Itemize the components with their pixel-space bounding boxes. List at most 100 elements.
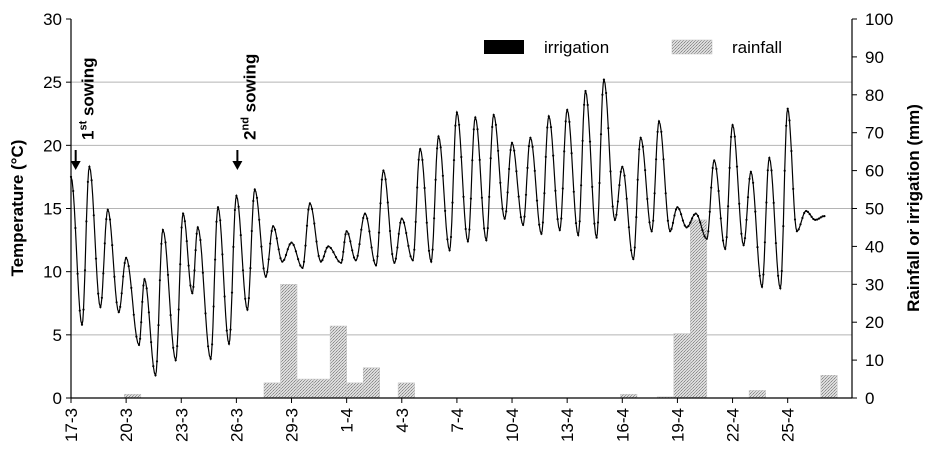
- temperature-point: [549, 126, 553, 129]
- temperature-point: [678, 208, 681, 211]
- temperature-point: [337, 260, 340, 263]
- temperature-point: [730, 135, 733, 138]
- temperature-point: [405, 231, 408, 235]
- temperature-point: [358, 243, 361, 246]
- temperature-point: [731, 124, 734, 127]
- temperature-point: [384, 178, 387, 181]
- temperature-point: [100, 296, 103, 299]
- temperature-point: [552, 154, 555, 157]
- temperature-point: [623, 174, 626, 177]
- temperature-point: [164, 241, 167, 244]
- temperature-point: [102, 272, 105, 275]
- temperature-point: [264, 275, 267, 278]
- rainfall-bar: [313, 378, 331, 399]
- temperature-point: [691, 217, 694, 220]
- temperature-point: [360, 228, 363, 231]
- rainfall-bar: [820, 375, 838, 399]
- temperature-point: [494, 123, 497, 126]
- temperature-point: [656, 130, 659, 133]
- temperature-point: [681, 219, 685, 222]
- x-tick-label: 4-3: [393, 408, 412, 433]
- temperature-point: [588, 140, 592, 143]
- temperature-point: [499, 181, 502, 184]
- temperature-point: [607, 127, 610, 130]
- temperature-point: [638, 148, 641, 151]
- temperature-point: [805, 209, 808, 213]
- temperature-point: [199, 238, 202, 242]
- temperature-point: [252, 199, 255, 203]
- temperature-point: [160, 242, 163, 245]
- temperature-point: [214, 258, 217, 261]
- right-tick-label: 80: [865, 86, 884, 105]
- temperature-point: [639, 136, 642, 139]
- temperature-point: [344, 233, 347, 236]
- temperature-point: [286, 248, 289, 251]
- left-tick-label: 20: [43, 136, 62, 155]
- rainfall-bar: [748, 390, 766, 399]
- sowing-annotations: 1st sowing 2nd sowing: [70, 54, 259, 170]
- right-tick-label: 0: [865, 389, 874, 408]
- temperature-point: [598, 181, 601, 185]
- temperature-point: [810, 215, 813, 218]
- temperature-point: [341, 258, 344, 261]
- sowing-annotation: 2nd sowing: [232, 54, 259, 170]
- temperature-point: [193, 269, 196, 272]
- temperature-point: [780, 269, 783, 273]
- temperature-point: [191, 292, 194, 295]
- right-tick-label: 10: [865, 351, 884, 370]
- temperature-point: [204, 312, 207, 315]
- temperature-point: [692, 213, 696, 216]
- temperature-point: [581, 139, 584, 142]
- temperature-point: [630, 249, 633, 252]
- temperature-point: [509, 148, 512, 152]
- temperature-point: [142, 284, 145, 287]
- temperature-point: [376, 255, 379, 258]
- left-tick-label: 5: [53, 326, 62, 345]
- temperature-point: [393, 261, 396, 264]
- temperature-point: [182, 212, 185, 215]
- temperature-point: [777, 274, 780, 277]
- temperature-point: [653, 192, 656, 195]
- temperature-point: [497, 149, 500, 152]
- temperature-point: [288, 243, 291, 246]
- x-tick-label: 17-3: [62, 408, 81, 442]
- temperature-point: [444, 209, 447, 212]
- temperature-point: [294, 250, 297, 253]
- temperature-point: [225, 329, 228, 332]
- right-tick-label: 60: [865, 162, 884, 181]
- temperature-point: [768, 156, 771, 160]
- temperature-point: [80, 323, 84, 326]
- temperature-point: [301, 266, 304, 269]
- temperature-point: [192, 285, 195, 288]
- temperature-point: [187, 264, 190, 267]
- temperature-point: [689, 221, 692, 224]
- temperature-point: [749, 170, 753, 173]
- temperature-point: [249, 267, 252, 270]
- temperature-point: [290, 241, 293, 244]
- temperature-point: [519, 216, 523, 219]
- temperature-point: [670, 227, 673, 230]
- temperature-point: [823, 215, 826, 218]
- temperature-point: [297, 258, 300, 261]
- temperature-point: [819, 216, 822, 219]
- legend: irrigation rainfall: [484, 38, 782, 57]
- temperature-point: [662, 158, 665, 161]
- temperature-point: [441, 174, 444, 177]
- temperature-point: [605, 91, 608, 95]
- temperature-point: [546, 126, 549, 129]
- temperature-point: [788, 119, 791, 122]
- temperature-point: [563, 150, 566, 153]
- temperature-point: [779, 287, 782, 290]
- temperature-point: [701, 229, 704, 232]
- temperature-point: [266, 270, 269, 273]
- temperature-point: [88, 165, 91, 168]
- temperature-point: [322, 255, 325, 258]
- temperature-point: [790, 149, 793, 153]
- temperature-point: [724, 247, 727, 250]
- temperature-point: [471, 159, 474, 162]
- temperature-point: [611, 205, 614, 208]
- temperature-point: [554, 189, 557, 192]
- temperature-point: [302, 260, 306, 263]
- temperature-point: [270, 229, 273, 233]
- temperature-point: [281, 260, 284, 263]
